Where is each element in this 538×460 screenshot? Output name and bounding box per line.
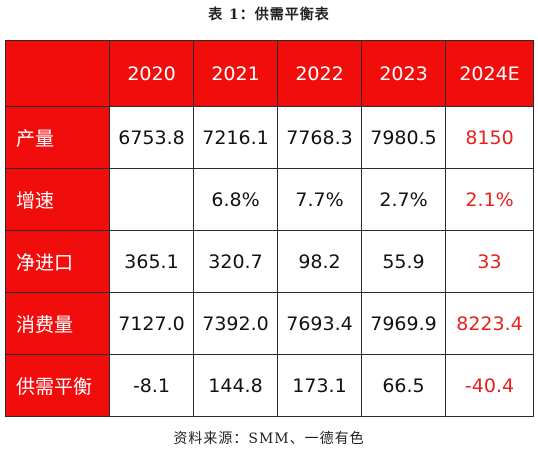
year-header-2024e: 2024E [445, 40, 534, 107]
table-cell: -8.1 [109, 354, 194, 417]
year-header-2021: 2021 [193, 40, 278, 107]
table-cell: 144.8 [193, 354, 278, 417]
table-cell: 7693.4 [277, 292, 362, 355]
table-cell: 7127.0 [109, 292, 194, 355]
table-cell: 7392.0 [193, 292, 278, 355]
table-cell: 320.7 [193, 230, 278, 293]
table-row-balance: 供需平衡 -8.1 144.8 173.1 66.5 -40.4 [5, 354, 534, 417]
table-row-net-import: 净进口 365.1 320.7 98.2 55.9 33 [5, 230, 534, 293]
table-row-output: 产量 6753.8 7216.1 7768.3 7980.5 8150 [5, 106, 534, 169]
row-label: 供需平衡 [5, 354, 110, 417]
year-header-2023: 2023 [361, 40, 446, 107]
table-cell: 6.8% [193, 168, 278, 231]
table-cell: 173.1 [277, 354, 362, 417]
row-label: 净进口 [5, 230, 110, 293]
table-cell: 7768.3 [277, 106, 362, 169]
table-cell: 98.2 [277, 230, 362, 293]
forecast-cell: -40.4 [445, 354, 534, 417]
table-cell: 7969.9 [361, 292, 446, 355]
row-label: 产量 [5, 106, 110, 169]
table-cell: 7.7% [277, 168, 362, 231]
forecast-cell: 2.1% [445, 168, 534, 231]
table-cell: 6753.8 [109, 106, 194, 169]
table-row-consumption: 消费量 7127.0 7392.0 7693.4 7969.9 8223.4 [5, 292, 534, 355]
table-cell: 365.1 [109, 230, 194, 293]
forecast-cell: 8150 [445, 106, 534, 169]
forecast-cell: 8223.4 [445, 292, 534, 355]
source-note: 资料来源：SMM、一德有色 [173, 431, 365, 447]
table-cell: 7980.5 [361, 106, 446, 169]
table-cell: 66.5 [361, 354, 446, 417]
table-header-row: 2020 2021 2022 2023 2024E [5, 40, 534, 107]
table-cell: 55.9 [361, 230, 446, 293]
table-row-growth: 增速 6.8% 7.7% 2.7% 2.1% [5, 168, 534, 231]
row-label: 消费量 [5, 292, 110, 355]
year-header-2022: 2022 [277, 40, 362, 107]
table-cell: 2.7% [361, 168, 446, 231]
table-title: 表 1：供需平衡表 [208, 7, 330, 23]
table-cell [109, 168, 194, 231]
supply-demand-balance-table: 2020 2021 2022 2023 2024E 产量 6753.8 7216… [5, 40, 534, 417]
corner-cell [5, 40, 110, 107]
table-cell: 7216.1 [193, 106, 278, 169]
row-label: 增速 [5, 168, 110, 231]
forecast-cell: 33 [445, 230, 534, 293]
year-header-2020: 2020 [109, 40, 194, 107]
